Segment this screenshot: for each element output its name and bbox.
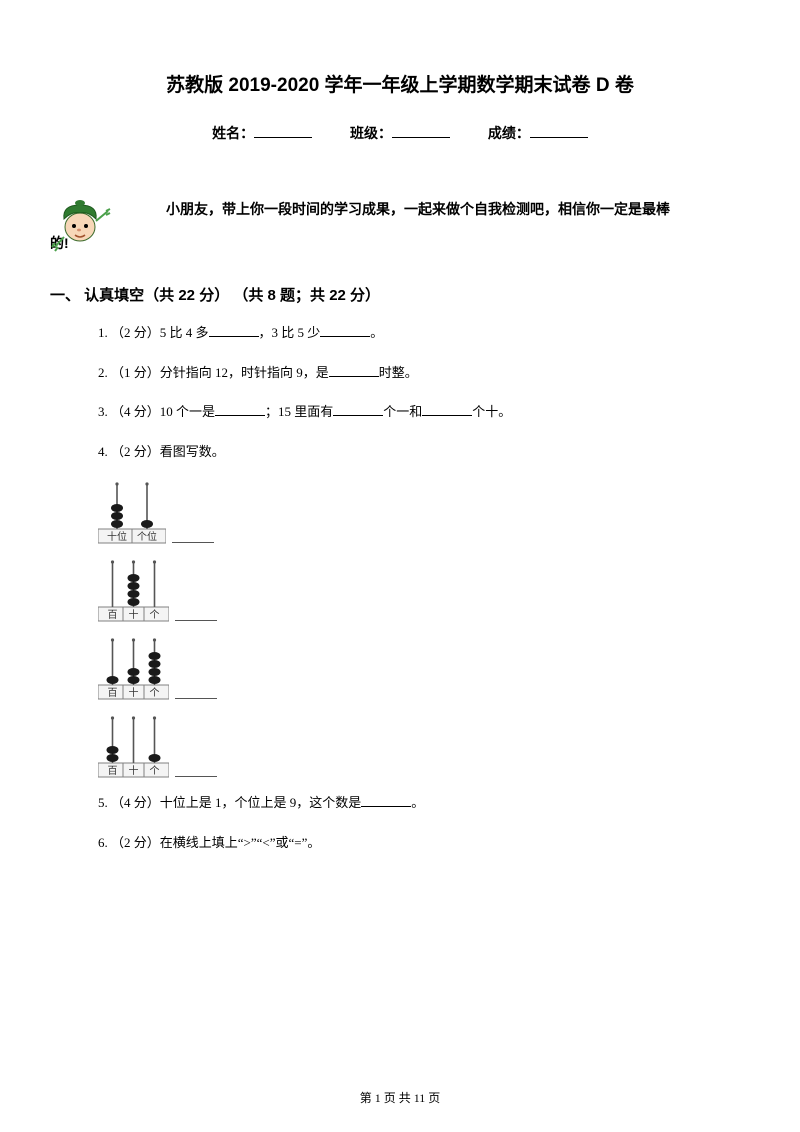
intro-line1: 小朋友，带上你一段时间的学习成果，一起来做个自我检测吧，相信你一定是最棒 <box>166 193 730 227</box>
section-1-heading: 一、 认真填空（共 22 分） （共 8 题；共 22 分） <box>50 284 730 305</box>
abacus-3: 百十个 <box>98 715 169 779</box>
q3-suffix: 个十。 <box>472 404 511 419</box>
score-blank[interactable] <box>530 123 588 138</box>
q3-blank-2[interactable] <box>333 403 383 416</box>
abacus-row-0: 十位个位 <box>98 481 730 545</box>
footer-mid: 页 共 <box>381 1091 414 1105</box>
abacus-row-1: 百十个 <box>98 559 730 623</box>
svg-text:十: 十 <box>129 608 139 621</box>
page-footer: 第 1 页 共 11 页 <box>0 1089 800 1106</box>
question-1: 1. （2 分）5 比 4 多 ，3 比 5 少 。 <box>98 323 730 343</box>
svg-text:百: 百 <box>108 765 118 777</box>
intro-block: 小朋友，带上你一段时间的学习成果，一起来做个自我检测吧，相信你一定是最棒 的! <box>70 193 730 260</box>
q3-blank-1[interactable] <box>215 403 265 416</box>
footer-prefix: 第 <box>360 1091 375 1105</box>
q2-prefix: 2. （1 分）分针指向 12，时针指向 9，是 <box>98 365 329 380</box>
meta-line: 姓名： 班级： 成绩： <box>70 123 730 143</box>
footer-suffix: 页 <box>425 1091 440 1105</box>
svg-text:十: 十 <box>129 686 139 699</box>
question-4: 4. （2 分）看图写数。 <box>98 442 730 462</box>
q1-blank-1[interactable] <box>209 324 259 337</box>
score-label: 成绩： <box>488 125 530 141</box>
name-label: 姓名： <box>212 125 254 141</box>
mascot-icon <box>50 193 116 258</box>
svg-text:百: 百 <box>108 687 118 699</box>
svg-text:个: 个 <box>150 609 160 621</box>
abacus-0: 十位个位 <box>98 481 166 545</box>
abacus-2: 百十个 <box>98 637 169 701</box>
question-6: 6. （2 分）在横线上填上“>”“<”或“=”。 <box>98 833 730 853</box>
q1-prefix: 1. （2 分）5 比 4 多 <box>98 325 209 340</box>
abacus-1: 百十个 <box>98 559 169 623</box>
q1-blank-2[interactable] <box>320 324 370 337</box>
exam-title: 苏教版 2019-2020 学年一年级上学期数学期末试卷 D 卷 <box>70 70 730 97</box>
svg-text:个: 个 <box>150 687 160 699</box>
q3-mid2: 个一和 <box>383 404 422 419</box>
q2-blank[interactable] <box>329 364 379 377</box>
svg-text:十位: 十位 <box>107 530 127 543</box>
footer-total: 11 <box>414 1091 426 1105</box>
abacus-blank-1[interactable] <box>175 610 217 621</box>
svg-text:个: 个 <box>150 765 160 777</box>
q5-suffix: 。 <box>411 795 424 810</box>
q3-prefix: 3. （4 分）10 个一是 <box>98 404 215 419</box>
q1-mid: ，3 比 5 少 <box>259 325 321 340</box>
class-blank[interactable] <box>392 123 450 138</box>
svg-text:百: 百 <box>108 609 118 621</box>
intro-line2: 的! <box>50 227 730 261</box>
abacus-blank-3[interactable] <box>175 766 217 777</box>
q5-blank[interactable] <box>361 794 411 807</box>
abacus-blank-2[interactable] <box>175 688 217 699</box>
name-blank[interactable] <box>254 123 312 138</box>
svg-text:十: 十 <box>129 764 139 777</box>
question-2: 2. （1 分）分针指向 12，时针指向 9，是 时整。 <box>98 363 730 383</box>
abacus-row-3: 百十个 <box>98 715 730 779</box>
question-5: 5. （4 分）十位上是 1，个位上是 9，这个数是 。 <box>98 793 730 813</box>
svg-text:个位: 个位 <box>137 530 157 543</box>
q3-mid1: ；15 里面有 <box>265 404 333 419</box>
question-3: 3. （4 分）10 个一是 ；15 里面有 个一和 个十。 <box>98 402 730 422</box>
q2-suffix: 时整。 <box>379 365 418 380</box>
abacus-row-2: 百十个 <box>98 637 730 701</box>
q1-suffix: 。 <box>370 325 383 340</box>
abacus-blank-0[interactable] <box>172 532 214 543</box>
q5-prefix: 5. （4 分）十位上是 1，个位上是 9，这个数是 <box>98 795 361 810</box>
q3-blank-3[interactable] <box>422 403 472 416</box>
class-label: 班级： <box>350 125 392 141</box>
